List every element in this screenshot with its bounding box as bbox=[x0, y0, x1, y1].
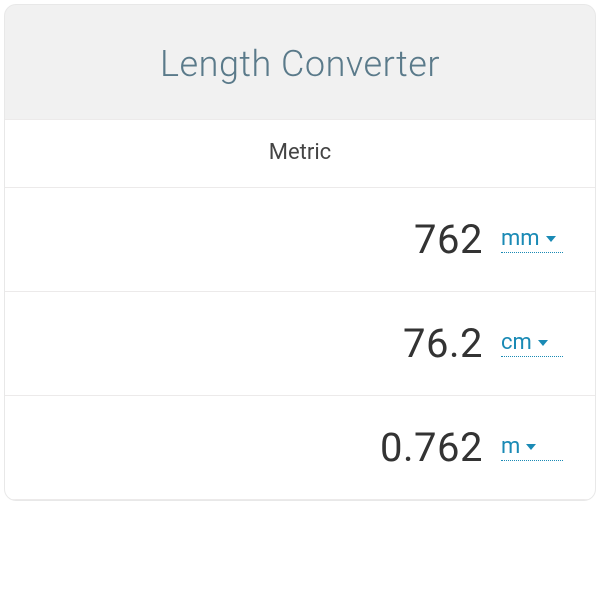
converter-card: Length Converter Metric 762 mm 76.2 cm 0… bbox=[4, 4, 596, 501]
unit-selector-m[interactable]: m bbox=[501, 434, 563, 461]
value-cm[interactable]: 76.2 bbox=[403, 320, 483, 367]
page-title: Length Converter bbox=[25, 43, 575, 85]
unit-label: cm bbox=[501, 330, 532, 355]
section-header: Metric bbox=[5, 119, 595, 188]
value-mm[interactable]: 762 bbox=[414, 216, 483, 263]
converter-row: 76.2 cm bbox=[5, 292, 595, 396]
card-header: Length Converter bbox=[5, 5, 595, 119]
unit-label: m bbox=[501, 434, 520, 459]
chevron-down-icon bbox=[538, 340, 548, 346]
section-label: Metric bbox=[269, 140, 331, 165]
unit-selector-cm[interactable]: cm bbox=[501, 330, 563, 357]
unit-label: mm bbox=[501, 226, 540, 251]
unit-selector-mm[interactable]: mm bbox=[501, 226, 563, 253]
value-m[interactable]: 0.762 bbox=[380, 424, 483, 471]
chevron-down-icon bbox=[546, 236, 556, 242]
converter-row: 762 mm bbox=[5, 188, 595, 292]
converter-row: 0.762 m bbox=[5, 396, 595, 500]
chevron-down-icon bbox=[526, 444, 536, 450]
